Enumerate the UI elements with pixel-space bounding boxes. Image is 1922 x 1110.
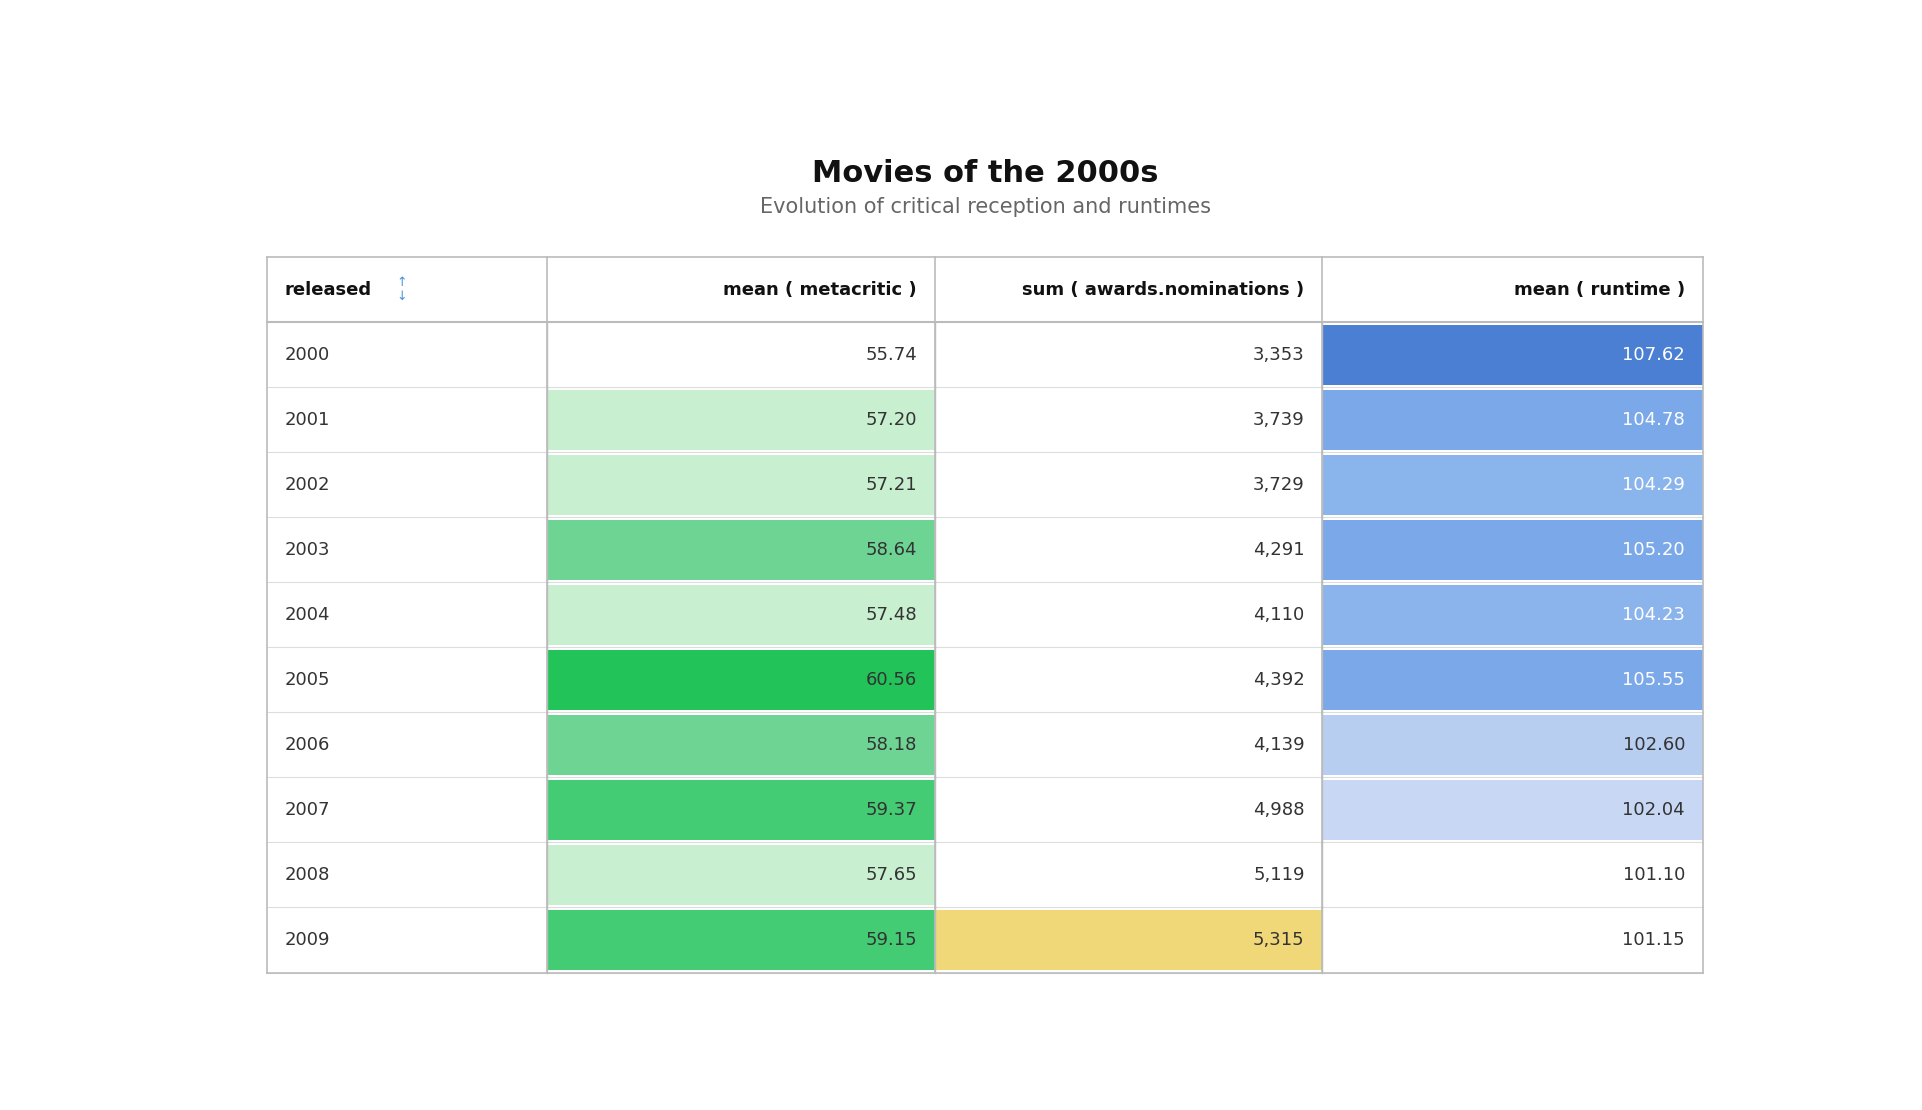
Text: 4,291: 4,291 <box>1253 541 1305 558</box>
Bar <box>548 715 934 775</box>
Text: 3,729: 3,729 <box>1253 476 1305 494</box>
Text: 3,353: 3,353 <box>1253 345 1305 364</box>
Text: 58.64: 58.64 <box>865 541 917 558</box>
Text: 2000: 2000 <box>284 345 331 364</box>
Text: 102.60: 102.60 <box>1622 736 1686 754</box>
Bar <box>934 910 1322 970</box>
Text: 5,315: 5,315 <box>1253 931 1305 949</box>
Text: ↓: ↓ <box>396 290 407 303</box>
Bar <box>548 585 934 645</box>
Text: 57.65: 57.65 <box>865 866 917 884</box>
Bar <box>548 455 934 515</box>
Text: 104.78: 104.78 <box>1622 411 1686 428</box>
Text: 2003: 2003 <box>284 541 331 558</box>
Text: mean ( metacritic ): mean ( metacritic ) <box>723 281 917 299</box>
Text: 2008: 2008 <box>284 866 331 884</box>
Text: mean ( runtime ): mean ( runtime ) <box>1515 281 1686 299</box>
Text: 59.37: 59.37 <box>865 801 917 819</box>
Bar <box>548 780 934 840</box>
Text: 4,988: 4,988 <box>1253 801 1305 819</box>
Text: 2007: 2007 <box>284 801 331 819</box>
Text: ↑: ↑ <box>396 276 407 290</box>
Bar <box>548 390 934 450</box>
Bar <box>1322 455 1703 515</box>
Bar <box>548 650 934 709</box>
Text: Evolution of critical reception and runtimes: Evolution of critical reception and runt… <box>759 198 1211 218</box>
Text: 2006: 2006 <box>284 736 331 754</box>
Text: Movies of the 2000s: Movies of the 2000s <box>811 159 1159 188</box>
Text: 104.29: 104.29 <box>1622 476 1686 494</box>
Bar <box>1322 650 1703 709</box>
Text: 105.20: 105.20 <box>1622 541 1686 558</box>
Bar <box>1322 519 1703 579</box>
Text: 57.21: 57.21 <box>865 476 917 494</box>
Bar <box>548 519 934 579</box>
Text: 60.56: 60.56 <box>865 670 917 689</box>
Bar <box>1322 585 1703 645</box>
Text: 59.15: 59.15 <box>865 931 917 949</box>
Text: 105.55: 105.55 <box>1622 670 1686 689</box>
Text: 2001: 2001 <box>284 411 331 428</box>
Bar <box>548 910 934 970</box>
Text: 4,392: 4,392 <box>1253 670 1305 689</box>
Text: 101.15: 101.15 <box>1622 931 1686 949</box>
Bar <box>1322 390 1703 450</box>
Text: 57.20: 57.20 <box>865 411 917 428</box>
Text: 4,139: 4,139 <box>1253 736 1305 754</box>
Bar <box>1322 715 1703 775</box>
Text: 104.23: 104.23 <box>1622 606 1686 624</box>
Text: 101.10: 101.10 <box>1622 866 1686 884</box>
Text: 55.74: 55.74 <box>865 345 917 364</box>
Text: 2005: 2005 <box>284 670 331 689</box>
Text: 3,739: 3,739 <box>1253 411 1305 428</box>
Text: 58.18: 58.18 <box>865 736 917 754</box>
Text: 5,119: 5,119 <box>1253 866 1305 884</box>
Bar <box>1322 325 1703 385</box>
Text: 2002: 2002 <box>284 476 331 494</box>
Text: 102.04: 102.04 <box>1622 801 1686 819</box>
Text: released: released <box>284 281 373 299</box>
Text: 57.48: 57.48 <box>865 606 917 624</box>
Text: 107.62: 107.62 <box>1622 345 1686 364</box>
Text: sum ( awards.nominations ): sum ( awards.nominations ) <box>1023 281 1305 299</box>
Text: 4,110: 4,110 <box>1253 606 1305 624</box>
Bar <box>548 845 934 905</box>
Bar <box>1322 780 1703 840</box>
Text: 2009: 2009 <box>284 931 331 949</box>
Text: 2004: 2004 <box>284 606 331 624</box>
